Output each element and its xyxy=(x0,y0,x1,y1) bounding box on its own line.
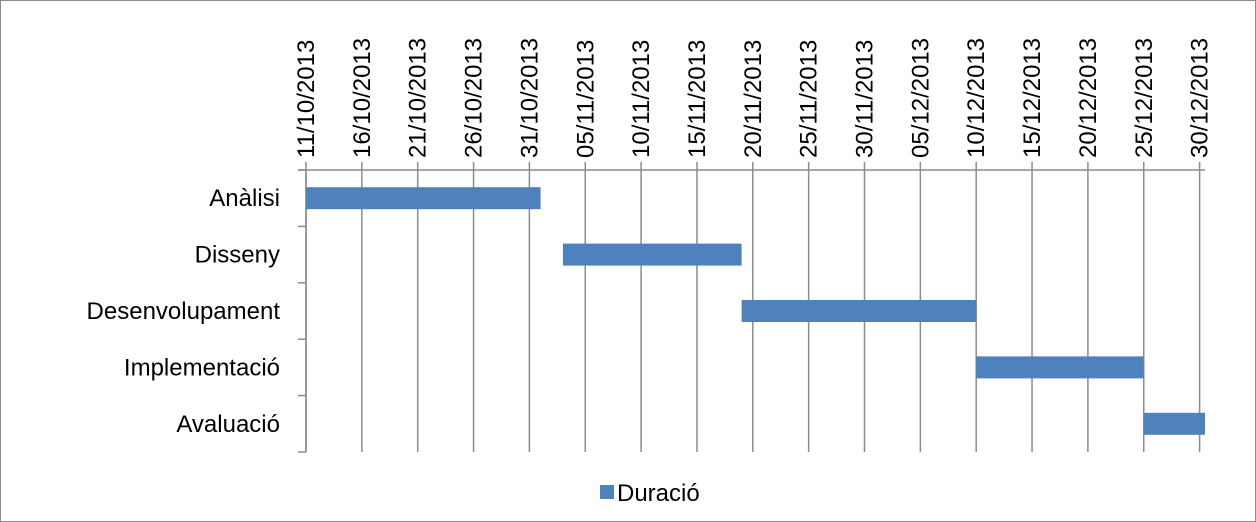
x-tick-labels: 11/10/2013 16/10/2013 21/10/2013 26/10/2013… xyxy=(293,38,1214,158)
legend-label: Duració xyxy=(617,480,700,507)
x-tick-label: 16/10/2013 xyxy=(349,38,376,158)
x-tick-label: 25/11/2013 xyxy=(796,40,823,158)
x-tick-label: 05/12/2013 xyxy=(907,38,934,158)
legend: Duració xyxy=(600,480,700,507)
x-tick-label: 15/11/2013 xyxy=(684,40,711,158)
x-tick-label: 20/12/2013 xyxy=(1075,38,1102,158)
axes xyxy=(298,169,1205,453)
x-tick-label: 15/12/2013 xyxy=(1019,38,1046,158)
category-labels: Anàlisi Disseny Desenvolupament Implementac… xyxy=(87,185,281,438)
x-tick-label: 31/10/2013 xyxy=(516,38,543,158)
x-tick-label: 10/12/2013 xyxy=(963,38,990,158)
category-label: Anàlisi xyxy=(209,185,280,212)
bars xyxy=(306,187,1205,435)
legend-swatch xyxy=(600,485,614,499)
x-tick-label: 30/12/2013 xyxy=(1187,38,1214,158)
bar xyxy=(976,356,1144,379)
x-tick-label: 25/12/2013 xyxy=(1131,38,1158,158)
bar xyxy=(741,300,977,322)
x-tick-label: 26/10/2013 xyxy=(461,38,488,158)
bar xyxy=(1143,412,1205,435)
x-tick-label: 05/11/2013 xyxy=(572,40,599,158)
x-tick-label: 10/11/2013 xyxy=(628,40,655,158)
category-label: Disseny xyxy=(195,242,280,269)
x-tick-label: 11/10/2013 xyxy=(293,40,320,158)
category-label: Avaluació xyxy=(176,411,280,438)
bar xyxy=(562,243,742,266)
category-label: Desenvolupament xyxy=(87,298,281,325)
x-tick-label: 30/11/2013 xyxy=(852,40,879,158)
x-tick-label: 20/11/2013 xyxy=(740,40,767,158)
category-label: Implementació xyxy=(124,354,280,381)
bar xyxy=(306,187,541,210)
x-tick-label: 21/10/2013 xyxy=(405,38,432,158)
